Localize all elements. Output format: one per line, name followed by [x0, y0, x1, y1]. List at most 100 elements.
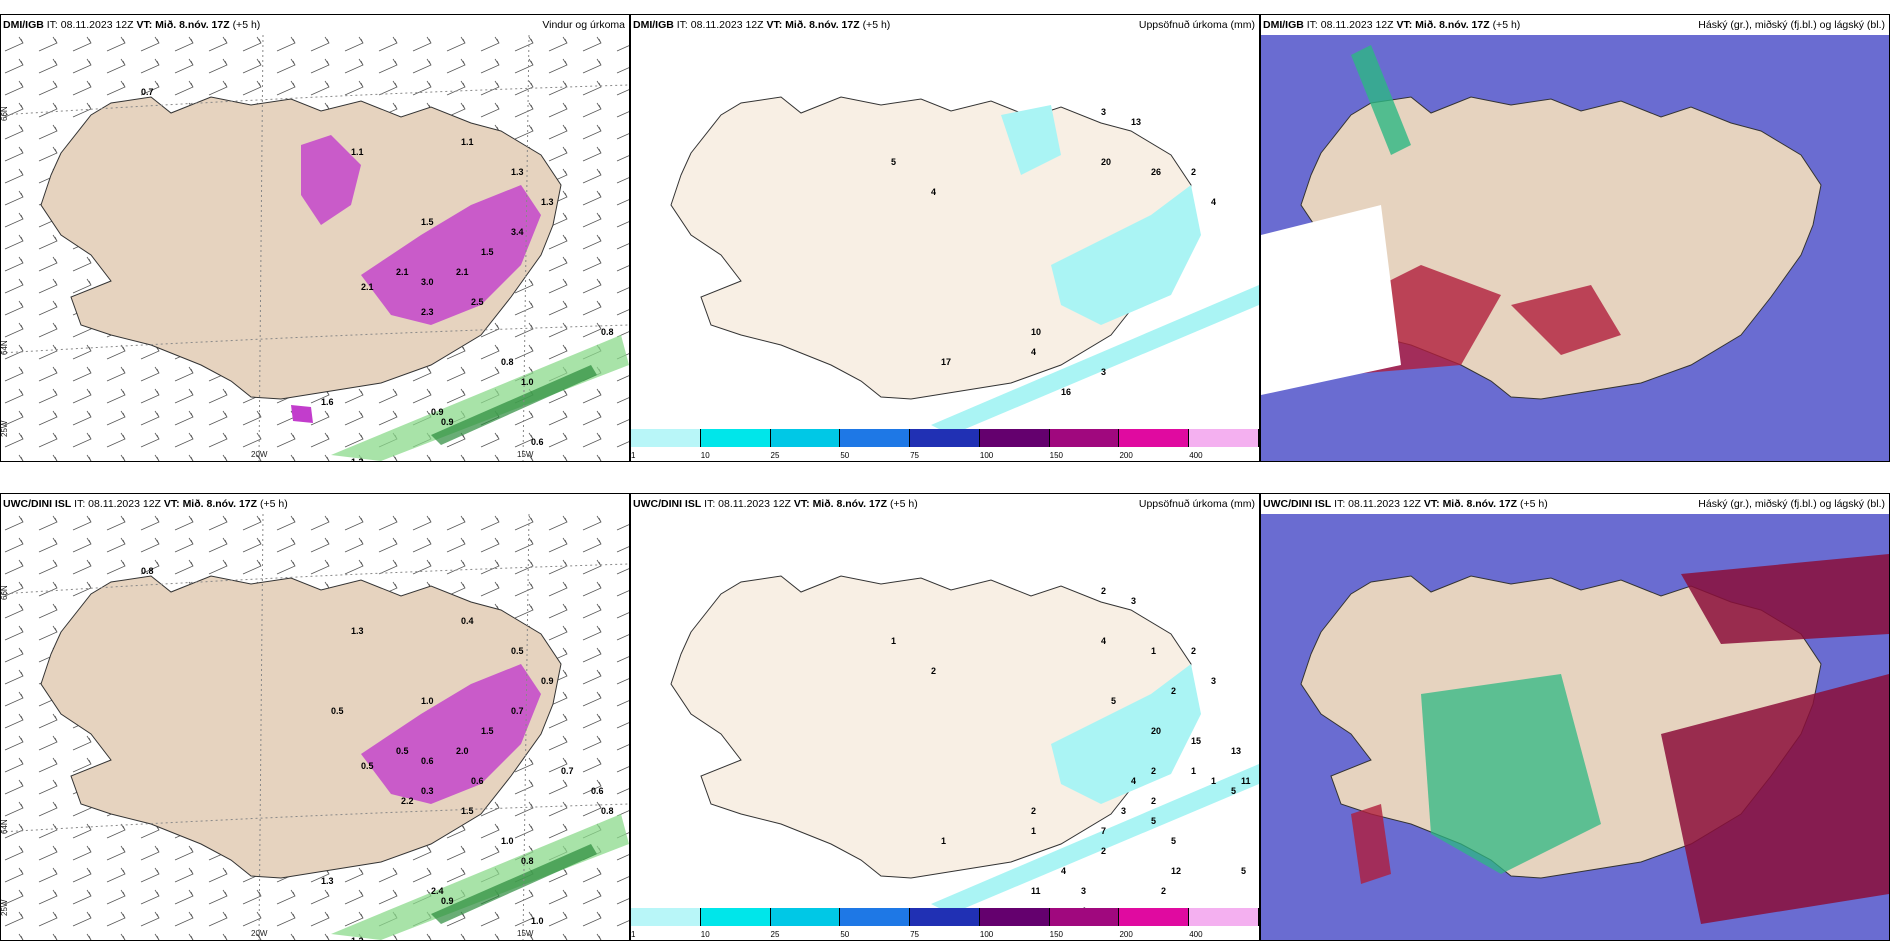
grid-lat-64: [1, 324, 629, 354]
precip-area-central: [301, 135, 361, 225]
lat-label-64n: 64N: [1, 340, 9, 355]
colorbar-swatch: [979, 429, 1050, 447]
map-accum-precip[interactable]: 1223412123124123520151242375131115253542…: [631, 514, 1259, 940]
value-label: 1: [941, 836, 946, 846]
colorbar-swatch: [910, 908, 980, 926]
grid-lat-66: [1, 84, 629, 116]
precip-area-east: [1051, 664, 1201, 804]
value-label: 2.0: [456, 746, 469, 756]
precip-area-ocean: [331, 814, 629, 940]
model-name: UWC/DINI ISL: [1263, 498, 1332, 510]
panel-header: UWC/DINI ISL IT: 08.11.2023 12Z VT: Mið.…: [1261, 494, 1889, 514]
value-label: 0.5: [331, 706, 344, 716]
colorbar-tick-label: 50: [840, 451, 850, 460]
grid-lon-15w: [522, 514, 530, 940]
colorbar-swatch: [770, 908, 841, 926]
colorbar-tick-label: 25: [770, 451, 780, 460]
colorbar-tick-label: 150: [1049, 930, 1064, 939]
accum-values: 1223412123124123520151242375131115253542…: [891, 586, 1251, 926]
value-label: 0.6: [591, 786, 604, 796]
lat-label-66n: 66N: [1, 106, 9, 121]
value-label: 2: [1161, 886, 1166, 896]
low-cloud-area-central: [1511, 285, 1621, 355]
precip-band-ocean: [431, 365, 597, 445]
valid-time-label: VT:: [793, 498, 810, 510]
value-label: 2: [1151, 796, 1156, 806]
value-label: 0.9: [541, 676, 554, 686]
colorbar-swatch: [631, 908, 701, 926]
value-label: 1.5: [481, 247, 494, 257]
valid-time-label: VT:: [1396, 19, 1413, 31]
model-name: UWC/DINI ISL: [3, 498, 72, 510]
panel-dmi-clouds[interactable]: DMI/IGB IT: 08.11.2023 12Z VT: Mið. 8.nó…: [1260, 14, 1890, 462]
colorbar-swatch: [631, 429, 701, 447]
value-label: 5: [1241, 866, 1246, 876]
value-label: 2: [1101, 586, 1106, 596]
valid-time-label: VT:: [1423, 498, 1440, 510]
panel-uwc-clouds[interactable]: UWC/DINI ISL IT: 08.11.2023 12Z VT: Mið.…: [1260, 493, 1890, 941]
value-label: 0.8: [521, 856, 534, 866]
model-name: DMI/IGB: [1263, 19, 1304, 31]
value-label: 3: [1101, 107, 1106, 117]
lead-time: (+5 h): [1492, 19, 1521, 31]
colorbar-tick-label: 200: [1119, 451, 1133, 460]
value-label: 26: [1151, 167, 1161, 177]
init-time: IT: 08.11.2023 12Z: [704, 498, 791, 510]
panel-uwc-wind-precip[interactable]: UWC/DINI ISL IT: 08.11.2023 12Z VT: Mið.…: [0, 493, 630, 941]
grid-lat-64: [1, 803, 629, 833]
map-accum-precip[interactable]: 5 4 3 13 20 17 10 26 2 4 4 3 16: [631, 35, 1259, 461]
value-label: 20: [1101, 157, 1111, 167]
panel-header: DMI/IGB IT: 08.11.2023 12Z VT: Mið. 8.nó…: [631, 15, 1259, 35]
value-label: 1.0: [501, 836, 514, 846]
colorbar-tick-label: 25: [770, 930, 780, 939]
valid-time-label: VT:: [163, 498, 180, 510]
value-label: 2: [1031, 806, 1036, 816]
colorbar-tick-label: 1: [631, 451, 636, 460]
grid-lon-20w: [258, 35, 264, 461]
value-label: 2: [1151, 766, 1156, 776]
value-label: 0.5: [361, 761, 374, 771]
map-wind-precip[interactable]: 66N 64N 25W 20W 15W 0.7 1.1 1.1 1.3 1.5 2.1 3.…: [1, 35, 629, 461]
colorbar-tick-label: 400: [1189, 451, 1203, 460]
value-label: 5: [1151, 816, 1156, 826]
colorbar-tick-label: 100: [979, 451, 994, 460]
panel-uwc-accum-precip[interactable]: UWC/DINI ISL IT: 08.11.2023 12Z VT: Mið.…: [630, 493, 1260, 941]
precip-values: 0.7 1.1 1.1 1.3 1.5 2.1 3.0 2.1 1.5 2.3 2.5 1.6 0.9 1…: [141, 87, 614, 461]
valid-time: Mið. 8.nóv. 17Z: [182, 498, 258, 510]
lead-time: (+5 h): [232, 19, 261, 31]
value-label: 2: [1191, 167, 1196, 177]
map-clouds[interactable]: [1261, 35, 1889, 461]
colorbar-swatch: [1049, 429, 1120, 447]
value-label: 0.4: [461, 616, 474, 626]
value-label: 2: [1101, 846, 1106, 856]
precip-area-east: [361, 664, 541, 804]
lead-time: (+5 h): [1519, 498, 1548, 510]
init-time: IT: 08.11.2023 12Z: [1306, 19, 1394, 31]
value-label: 0.5: [511, 646, 524, 656]
value-label: 1.3: [351, 457, 364, 461]
grid-lat-66: [1, 563, 629, 595]
map-wind-precip[interactable]: 66N 64N 25W 20W 15W 0.81.30.40.51.00.50.…: [1, 514, 629, 940]
colorbar-tick-label: 150: [1049, 451, 1064, 460]
panel-title: Háský (gr.), miðský (fj.bl.) og lágský (…: [1698, 19, 1885, 31]
value-label: 0.8: [601, 327, 614, 337]
colorbar-tick-label: 1: [631, 930, 636, 939]
lead-time: (+5 h): [259, 498, 288, 510]
value-label: 12: [1171, 866, 1181, 876]
lon-label-15w: 15W: [517, 450, 534, 459]
map-clouds[interactable]: [1261, 514, 1889, 940]
value-label: 1.3: [321, 876, 334, 886]
value-label: 3: [1101, 367, 1106, 377]
value-label: 1.0: [521, 377, 534, 387]
value-label: 0.8: [601, 806, 614, 816]
value-label: 2.2: [401, 796, 414, 806]
high-cloud-area: [1421, 674, 1601, 874]
panel-dmi-wind-precip[interactable]: DMI/IGB IT: 08.11.2023 12Z VT: Mið. 8.nó…: [0, 14, 630, 462]
value-label: 0.6: [421, 756, 434, 766]
lon-label-20w: 20W: [251, 450, 268, 459]
valid-time: Mið. 8.nóv. 17Z: [785, 19, 860, 31]
panel-header: DMI/IGB IT: 08.11.2023 12Z VT: Mið. 8.nó…: [1, 15, 629, 35]
init-time: IT: 08.11.2023 12Z: [676, 19, 764, 31]
value-label: 0.7: [561, 766, 574, 776]
panel-dmi-accum-precip[interactable]: DMI/IGB IT: 08.11.2023 12Z VT: Mið. 8.nó…: [630, 14, 1260, 462]
